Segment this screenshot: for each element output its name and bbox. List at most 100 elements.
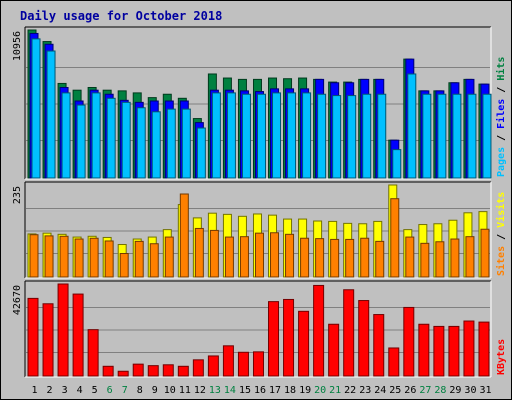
bar-sites-day-7 (119, 253, 129, 278)
bar-pages-day-1 (31, 38, 41, 179)
bar-kbytes-day-28 (433, 325, 445, 377)
day-label-7: 7 (122, 385, 128, 396)
bar-pages-day-12 (196, 127, 206, 179)
bar-sites-day-24 (375, 240, 385, 278)
panel-kbytes-ymax-label: 42670 (12, 285, 23, 315)
bar-sites-day-26 (405, 236, 415, 278)
day-label-5: 5 (92, 385, 98, 396)
bar-pages-day-23 (362, 93, 372, 179)
bar-sites-day-17 (270, 232, 280, 278)
bar-sites-day-27 (420, 242, 430, 278)
bar-kbytes-day-16 (252, 351, 264, 377)
panel-visits-ymax-label: 235 (12, 186, 23, 204)
day-label-25: 25 (389, 385, 401, 396)
bar-kbytes-day-14 (222, 345, 234, 377)
bar-kbytes-day-24 (373, 314, 385, 377)
day-label-15: 15 (239, 385, 251, 396)
bar-kbytes-day-23 (358, 300, 370, 377)
day-label-4: 4 (77, 385, 83, 396)
bar-pages-day-14 (226, 92, 236, 179)
bar-kbytes-day-10 (162, 364, 174, 377)
day-label-9: 9 (152, 385, 158, 396)
bar-kbytes-day-18 (283, 298, 295, 377)
bar-pages-day-13 (211, 92, 221, 179)
bar-kbytes-day-13 (207, 355, 219, 377)
bar-pages-day-15 (241, 93, 251, 179)
day-label-16: 16 (254, 385, 266, 396)
bar-pages-day-30 (467, 93, 477, 179)
bar-pages-day-29 (452, 93, 462, 179)
legend-files: Files (495, 99, 507, 129)
day-label-3: 3 (62, 385, 68, 396)
bar-kbytes-day-7 (117, 370, 129, 377)
day-label-14: 14 (224, 385, 236, 396)
bar-kbytes-day-19 (298, 310, 310, 377)
panel-visits-legend: Sites / Visits (495, 192, 507, 276)
bar-sites-day-12 (194, 227, 204, 278)
bar-pages-day-31 (482, 93, 492, 179)
panel-hits-ymax-label: 10956 (12, 31, 23, 61)
day-label-13: 13 (209, 385, 221, 396)
bar-kbytes-day-2 (42, 303, 54, 377)
bar-kbytes-day-12 (192, 359, 204, 377)
bar-kbytes-day-30 (463, 320, 475, 377)
bar-pages-day-5 (91, 92, 101, 179)
day-label-18: 18 (284, 385, 296, 396)
day-label-10: 10 (164, 385, 176, 396)
bar-pages-day-22 (347, 95, 357, 179)
bar-kbytes-day-20 (313, 284, 325, 377)
bar-sites-day-19 (300, 237, 310, 278)
day-label-21: 21 (329, 385, 341, 396)
bar-pages-day-19 (302, 92, 312, 179)
bar-pages-day-17 (272, 92, 282, 179)
bar-sites-day-31 (480, 228, 490, 278)
bar-pages-day-6 (106, 97, 116, 179)
legend-separator: / (496, 129, 507, 147)
bar-sites-day-28 (435, 241, 445, 278)
bar-pages-day-26 (407, 73, 417, 179)
bar-sites-day-5 (89, 237, 99, 278)
day-label-22: 22 (344, 385, 356, 396)
bar-sites-day-4 (74, 238, 84, 278)
bar-pages-day-4 (76, 104, 86, 179)
legend-sites: Sites (495, 246, 507, 276)
chart-title: Daily usage for October 2018 (20, 9, 222, 23)
bar-pages-day-28 (437, 93, 447, 179)
day-label-17: 17 (269, 385, 281, 396)
day-label-20: 20 (314, 385, 326, 396)
bar-sites-day-22 (345, 238, 355, 278)
day-label-19: 19 (299, 385, 311, 396)
bar-sites-day-14 (224, 236, 234, 278)
legend-hits: Hits (495, 57, 507, 81)
bar-kbytes-day-6 (102, 365, 114, 377)
day-label-30: 30 (464, 385, 476, 396)
bar-sites-day-3 (59, 235, 69, 278)
day-label-29: 29 (449, 385, 461, 396)
bar-sites-day-10 (164, 236, 174, 278)
day-label-23: 23 (359, 385, 371, 396)
bar-kbytes-day-29 (448, 325, 460, 377)
bar-sites-day-29 (450, 238, 460, 278)
bar-kbytes-day-15 (237, 351, 249, 377)
bar-pages-day-24 (377, 93, 387, 179)
bar-kbytes-day-26 (403, 306, 415, 377)
bar-sites-day-25 (390, 198, 400, 278)
bar-pages-day-2 (46, 50, 56, 179)
bar-kbytes-day-17 (268, 301, 280, 377)
bar-sites-day-15 (239, 236, 249, 278)
bar-sites-day-1 (29, 234, 39, 278)
bar-pages-day-21 (332, 95, 342, 179)
bar-sites-day-16 (254, 232, 264, 278)
legend-kbytes: KBytes (496, 339, 507, 375)
bar-pages-day-9 (151, 111, 161, 179)
legend-separator: / (496, 228, 507, 246)
bar-kbytes-day-8 (132, 363, 144, 377)
day-label-11: 11 (179, 385, 191, 396)
bar-pages-day-20 (317, 93, 327, 179)
bar-kbytes-day-1 (27, 297, 39, 377)
day-label-8: 8 (137, 385, 143, 396)
day-label-1: 1 (32, 385, 38, 396)
bar-sites-day-23 (360, 237, 370, 278)
